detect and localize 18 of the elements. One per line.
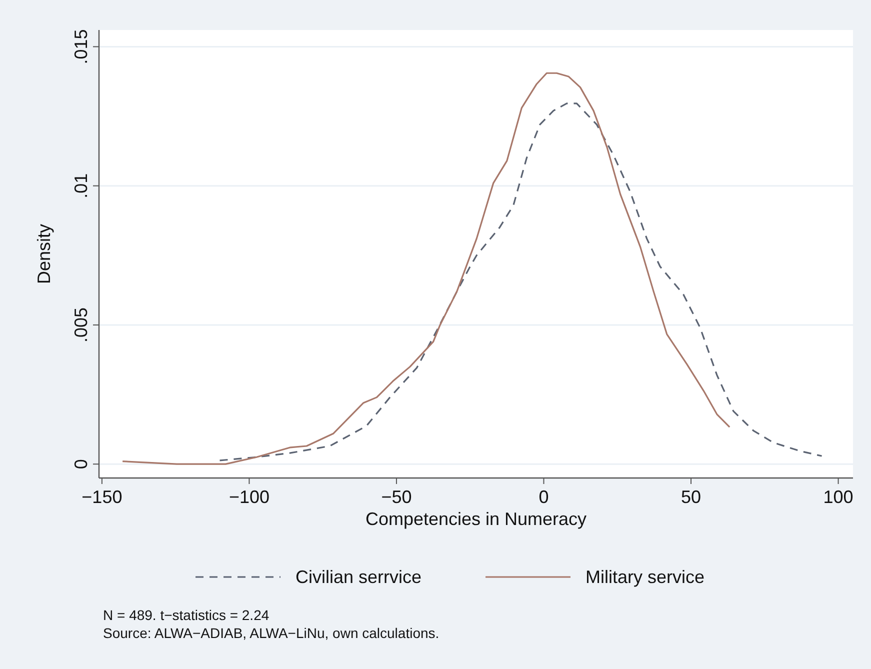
x-tick-label: −100 <box>228 487 270 507</box>
x-tick-label: −50 <box>381 487 412 507</box>
line-series <box>218 102 823 462</box>
y-tick-label: 0 <box>71 459 91 470</box>
y-tick-label: .015 <box>71 29 91 64</box>
x-tick-label: 50 <box>680 487 702 507</box>
x-tick-label: 100 <box>823 487 854 507</box>
y-axis-title: Density <box>34 224 54 284</box>
x-tick-label: 0 <box>538 487 549 507</box>
source-note: Source: ALWA−ADIAB, ALWA−LiNu, own calculations. <box>103 625 440 641</box>
x-tick-label: −150 <box>82 487 122 507</box>
legend-label: Civilian serrvice <box>296 567 422 587</box>
x-axis-title: Competencies in Numeracy <box>365 509 587 529</box>
line-series <box>122 72 730 465</box>
legend-label: Military service <box>586 567 705 587</box>
text: N = 489. t−statistics = 2.24 <box>103 607 270 623</box>
y-tick-label: .01 <box>71 173 91 198</box>
y-tick-label: .005 <box>71 307 91 342</box>
